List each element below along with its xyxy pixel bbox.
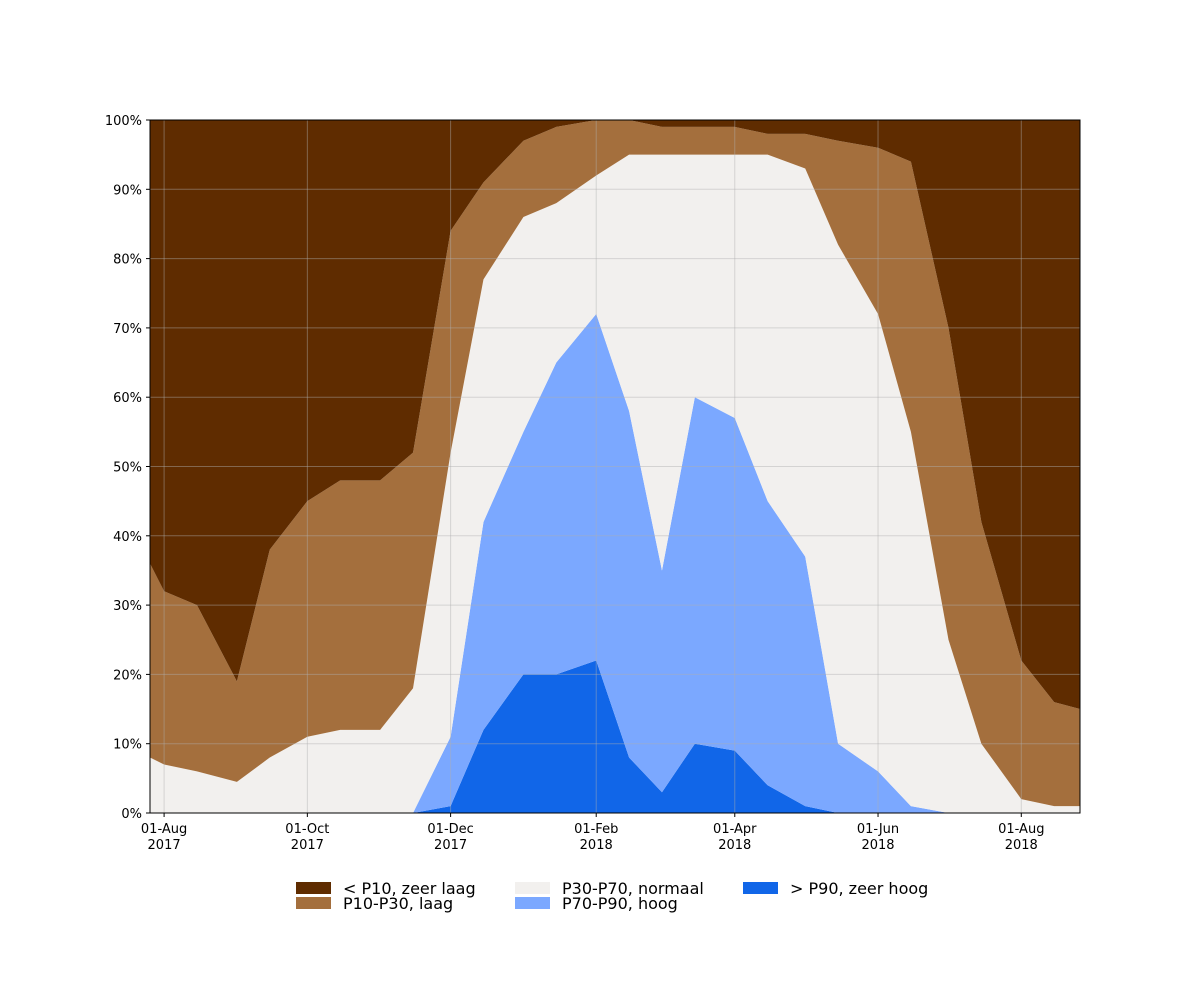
area (150, 120, 1080, 710)
x-tick-label: 01-Apr 2018 (713, 822, 757, 853)
legend-label: P30-P70, normaal (562, 879, 704, 898)
x-tick-label: 01-Jun 2018 (857, 822, 899, 853)
y-tick-label: 0% (121, 807, 142, 822)
x-tick-label: 01-Dec 2017 (427, 822, 473, 853)
y-tick-label: 30% (113, 599, 142, 614)
legend-swatch (296, 882, 331, 894)
legend-label: P70-P90, hoog (562, 894, 678, 913)
plot-frame (149, 119, 1081, 814)
area (150, 314, 1080, 813)
legend-swatch (515, 897, 550, 909)
y-tick-label: 90% (113, 183, 142, 198)
x-tick-label: 01-Feb 2018 (574, 822, 618, 853)
legend-swatch (296, 897, 331, 909)
area (150, 660, 1080, 813)
y-tick-label: 60% (113, 391, 142, 406)
x-tick-label: 01-Oct 2017 (285, 822, 329, 853)
x-tick-label: 01-Aug 2017 (141, 822, 187, 853)
area (150, 120, 1080, 807)
y-tick-label: 10% (113, 738, 142, 753)
legend-swatch (743, 882, 778, 894)
legend-label: > P90, zeer hoog (790, 879, 928, 898)
legend-label: P10-P30, laag (343, 894, 453, 913)
area (150, 154, 1080, 813)
x-tick-label: 01-Aug 2018 (998, 822, 1044, 853)
y-tick-label: 20% (113, 668, 142, 683)
y-tick-label: 70% (113, 322, 142, 337)
y-tick-label: 100% (105, 114, 142, 129)
y-tick-label: 50% (113, 461, 142, 476)
y-tick-label: 80% (113, 253, 142, 268)
y-tick-label: 40% (113, 530, 142, 545)
legend-label: < P10, zeer laag (343, 879, 476, 898)
legend-swatch (515, 882, 550, 894)
